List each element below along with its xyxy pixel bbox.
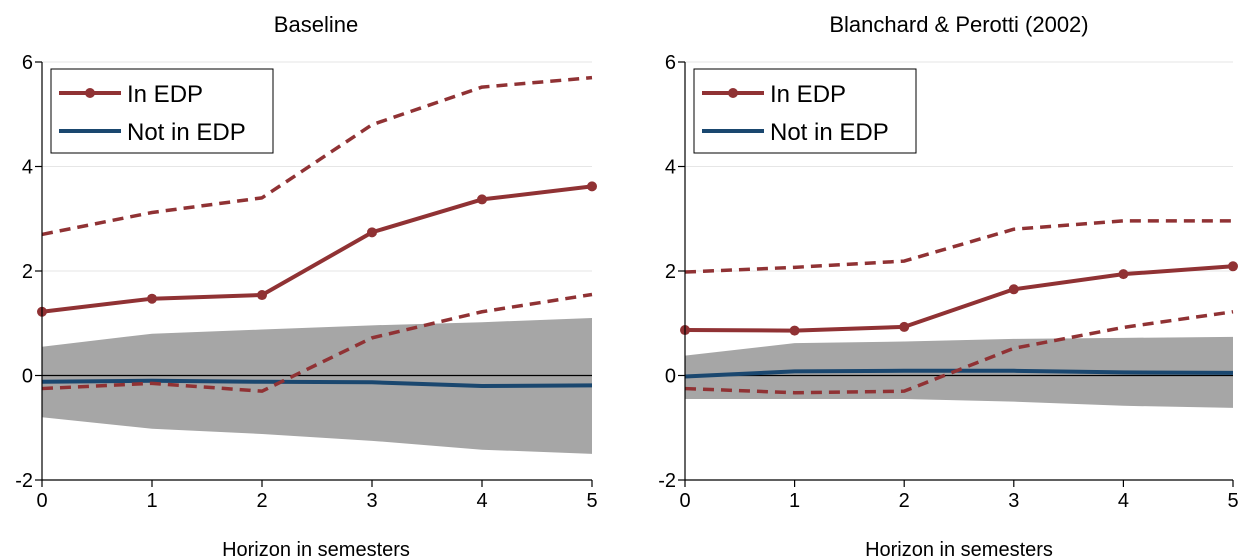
x-tick-label: 4	[476, 490, 487, 512]
x-tick-label: 2	[899, 490, 910, 512]
panel-blanchard-perotti: Blanchard & Perotti (2002) Horizon in se…	[658, 12, 1238, 560]
chart-title: Baseline	[274, 12, 358, 37]
data-point-in-edp	[257, 290, 267, 301]
legend: In EDP Not in EDP	[50, 68, 274, 154]
y-tick-label: 4	[22, 157, 33, 179]
series-line-lower-bound	[41, 292, 593, 393]
legend-box	[50, 68, 274, 154]
legend-label: Not in EDP	[127, 119, 246, 146]
data-point-in-edp	[1228, 261, 1238, 272]
data-point-in-edp	[147, 293, 157, 304]
x-tick-label: 1	[146, 490, 157, 512]
data-point-in-edp	[899, 321, 910, 332]
y-tick-label: -2	[15, 470, 33, 492]
legend-label: Not in EDP	[770, 119, 889, 146]
series-line-lower-bound	[684, 310, 1234, 395]
x-tick-label: 4	[1118, 490, 1129, 512]
legend-label: In EDP	[127, 81, 203, 108]
y-tick-label: 2	[22, 261, 33, 283]
series-line-in-edp	[684, 264, 1234, 333]
x-tick-label: 0	[36, 490, 47, 512]
data-point-in-edp	[1008, 284, 1019, 295]
x-axis-title: Horizon in semesters	[222, 539, 410, 560]
legend-marker	[85, 88, 95, 98]
y-tick-label: 4	[665, 157, 676, 179]
x-axis-title: Horizon in semesters	[865, 539, 1053, 560]
data-point-in-edp	[477, 194, 487, 205]
data-point-in-edp	[587, 181, 597, 192]
x-tick-label: 2	[256, 490, 267, 512]
y-tick-label: 0	[665, 366, 676, 388]
y-tick-label: 6	[665, 52, 676, 74]
x-tick-label: 0	[679, 490, 690, 512]
legend-label: In EDP	[770, 81, 846, 108]
series-line-not-in-edp	[41, 378, 593, 388]
chart-title: Blanchard & Perotti (2002)	[829, 12, 1088, 37]
data-point-in-edp	[789, 325, 800, 336]
y-tick-label: -2	[658, 470, 676, 492]
series-line-in-edp	[41, 184, 593, 314]
series-line-upper-bound	[684, 219, 1233, 274]
legend-box	[693, 68, 917, 154]
x-tick-label: 5	[586, 490, 597, 512]
data-point-in-edp	[1118, 269, 1129, 280]
x-tick-label: 3	[1008, 490, 1019, 512]
legend: In EDP Not in EDP	[693, 68, 917, 154]
y-tick-label: 2	[665, 261, 676, 283]
confidence-band	[42, 318, 592, 454]
x-tick-label: 5	[1227, 490, 1238, 512]
x-tick-label: 3	[366, 490, 377, 512]
y-tick-label: 0	[22, 366, 33, 388]
legend-marker	[728, 88, 738, 98]
series-line-upper-bound	[41, 75, 593, 237]
x-tick-label: 1	[789, 490, 800, 512]
data-point-in-edp	[367, 227, 377, 238]
y-tick-label: 6	[22, 52, 33, 74]
